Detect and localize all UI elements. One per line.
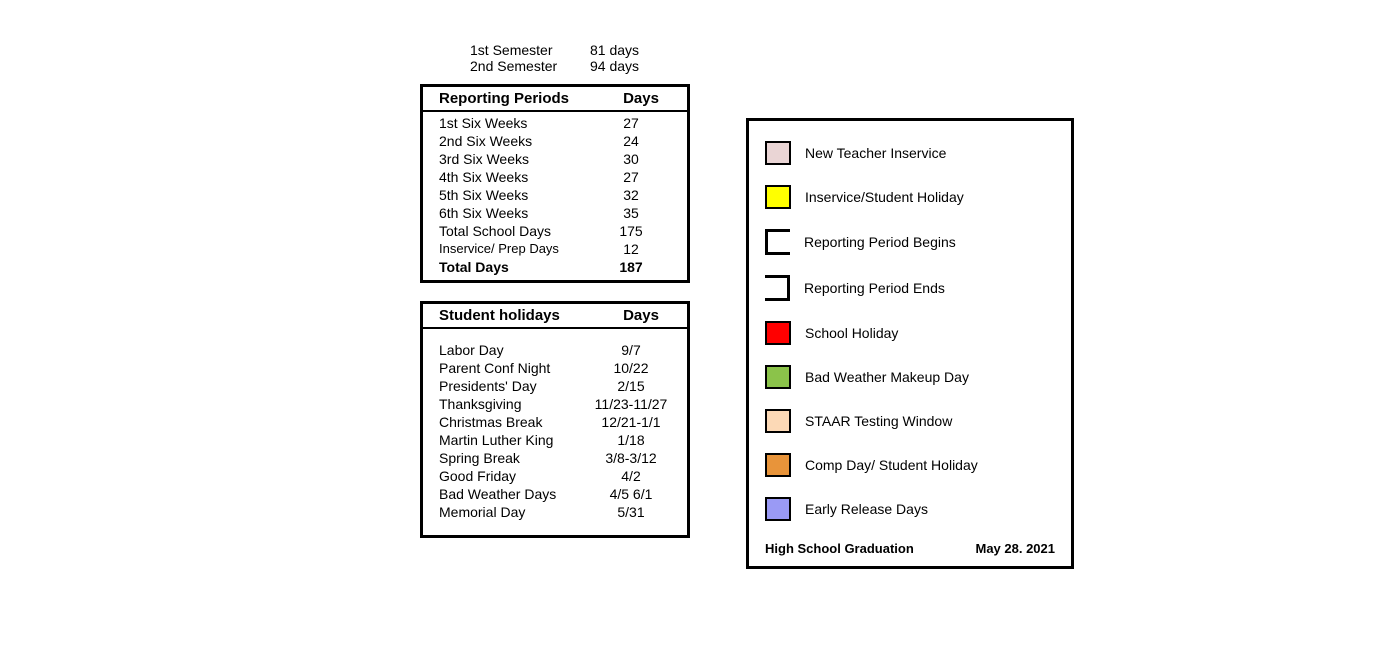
legend-row: Bad Weather Makeup Day <box>765 365 1055 389</box>
table-row: Labor Day9/7 <box>423 341 687 359</box>
semester-days: 81 days <box>590 42 660 58</box>
table-row: 3rd Six Weeks30 <box>423 150 687 168</box>
holidays-header-label: Student holidays <box>439 307 611 324</box>
table-row: Total School Days175 <box>423 222 687 240</box>
legend-row: Inservice/Student Holiday <box>765 185 1055 209</box>
reporting-periods-box: Reporting Periods Days 1st Six Weeks27 2… <box>420 84 690 283</box>
graduation-label: High School Graduation <box>765 541 914 556</box>
legend-label: Early Release Days <box>805 501 928 517</box>
legend-row: Reporting Period Ends <box>765 275 1055 301</box>
table-row: Spring Break3/8-3/12 <box>423 449 687 467</box>
legend-label: Inservice/Student Holiday <box>805 189 964 205</box>
legend-swatch-icon <box>765 141 791 165</box>
bracket-begin-icon <box>765 229 790 255</box>
legend-swatch-icon <box>765 365 791 389</box>
table-row: 1st Six Weeks27 <box>423 114 687 132</box>
semester-label: 1st Semester <box>470 42 590 58</box>
table-row: Parent Conf Night10/22 <box>423 359 687 377</box>
student-holidays-box: Student holidays Days Labor Day9/7 Paren… <box>420 301 690 538</box>
table-row: 5th Six Weeks32 <box>423 186 687 204</box>
legend-swatch-icon <box>765 185 791 209</box>
reporting-body: 1st Six Weeks27 2nd Six Weeks24 3rd Six … <box>423 112 687 280</box>
legend-box: New Teacher Inservice Inservice/Student H… <box>746 118 1074 569</box>
semester-block: 1st Semester 81 days 2nd Semester 94 day… <box>470 42 690 74</box>
legend-row: Comp Day/ Student Holiday <box>765 453 1055 477</box>
inservice-row: Inservice/ Prep Days12 <box>423 240 687 258</box>
table-row: Memorial Day5/31 <box>423 503 687 521</box>
legend-row: New Teacher Inservice <box>765 141 1055 165</box>
legend-swatch-icon <box>765 453 791 477</box>
legend-row: Early Release Days <box>765 497 1055 521</box>
table-row: Bad Weather Days4/5 6/1 <box>423 485 687 503</box>
graduation-row: High School Graduation May 28. 2021 <box>765 541 1055 556</box>
total-row: Total Days187 <box>423 258 687 276</box>
reporting-header: Reporting Periods Days <box>423 87 687 112</box>
table-row: 4th Six Weeks27 <box>423 168 687 186</box>
legend-label: School Holiday <box>805 325 898 341</box>
table-row: 2nd Six Weeks24 <box>423 132 687 150</box>
reporting-header-days: Days <box>611 90 671 107</box>
semester-days: 94 days <box>590 58 660 74</box>
holidays-header-days: Days <box>611 307 671 324</box>
legend-label: Reporting Period Begins <box>804 234 956 250</box>
legend-label: New Teacher Inservice <box>805 145 946 161</box>
table-row: Martin Luther King1/18 <box>423 431 687 449</box>
table-row: Christmas Break12/21-1/1 <box>423 413 687 431</box>
legend-label: Reporting Period Ends <box>804 280 945 296</box>
semester-label: 2nd Semester <box>470 58 590 74</box>
graduation-date: May 28. 2021 <box>975 541 1055 556</box>
legend-row: Reporting Period Begins <box>765 229 1055 255</box>
table-row: Presidents' Day2/15 <box>423 377 687 395</box>
legend-swatch-icon <box>765 409 791 433</box>
legend-label: STAAR Testing Window <box>805 413 952 429</box>
reporting-header-label: Reporting Periods <box>439 90 611 107</box>
legend-swatch-icon <box>765 497 791 521</box>
legend-label: Bad Weather Makeup Day <box>805 369 969 385</box>
legend-row: STAAR Testing Window <box>765 409 1055 433</box>
semester-row: 1st Semester 81 days <box>470 42 690 58</box>
table-row: Thanksgiving11/23-11/27 <box>423 395 687 413</box>
left-column: 1st Semester 81 days 2nd Semester 94 day… <box>420 42 690 556</box>
table-row: Good Friday4/2 <box>423 467 687 485</box>
legend-items: New Teacher Inservice Inservice/Student H… <box>765 141 1055 521</box>
legend-label: Comp Day/ Student Holiday <box>805 457 978 473</box>
holidays-header: Student holidays Days <box>423 304 687 329</box>
legend-swatch-icon <box>765 321 791 345</box>
holidays-body: Labor Day9/7 Parent Conf Night10/22 Pres… <box>423 329 687 535</box>
bracket-end-icon <box>765 275 790 301</box>
table-row: 6th Six Weeks35 <box>423 204 687 222</box>
semester-row: 2nd Semester 94 days <box>470 58 690 74</box>
legend-row: School Holiday <box>765 321 1055 345</box>
